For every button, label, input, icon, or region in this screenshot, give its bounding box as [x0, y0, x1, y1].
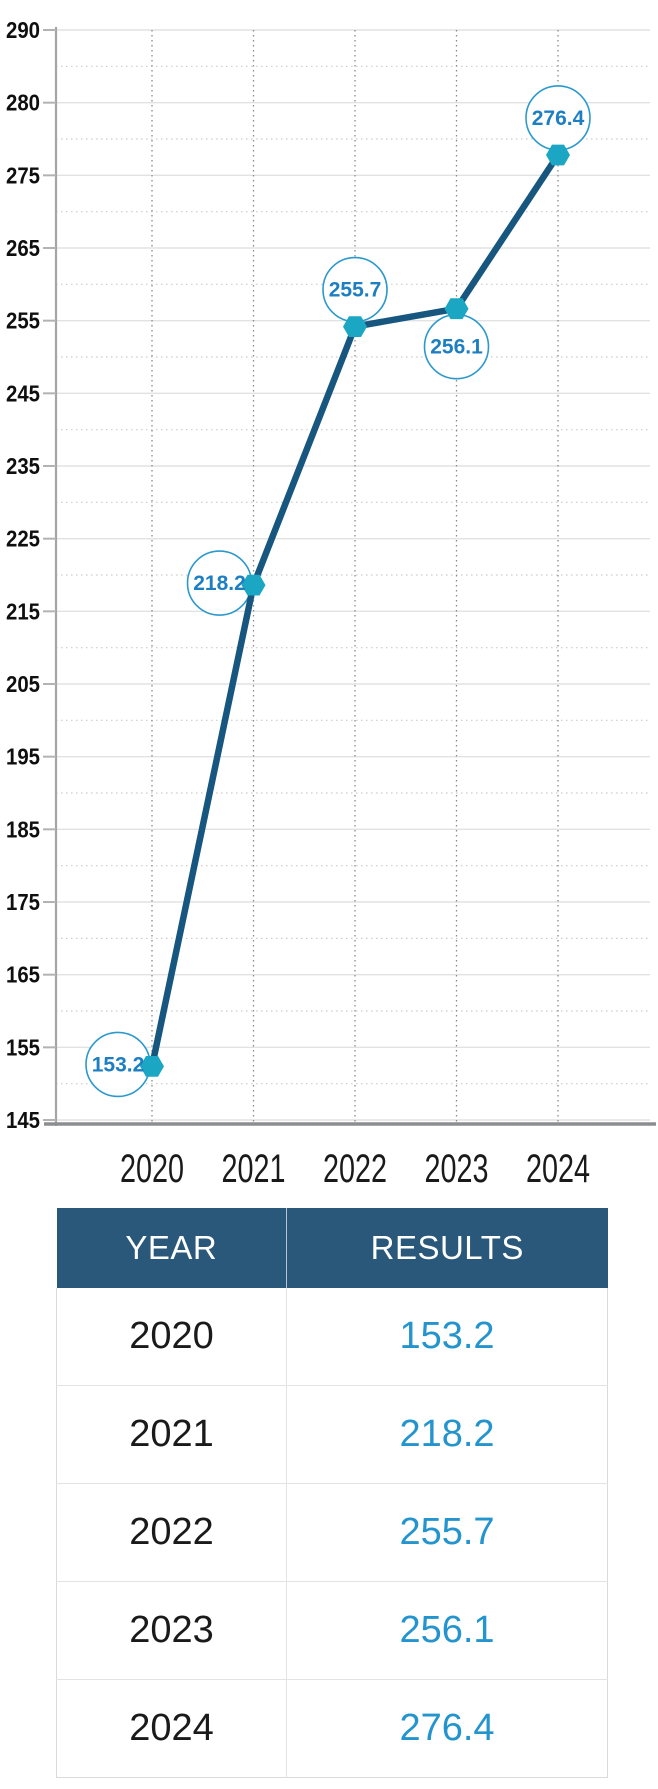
- result-cell: 218.2: [286, 1385, 608, 1484]
- table-row: 2023 256.1: [56, 1581, 608, 1680]
- year-column-header: YEAR: [56, 1208, 287, 1288]
- x-tick-label-2020: 2020: [120, 1147, 184, 1191]
- x-tick-label-2021: 2021: [222, 1147, 286, 1191]
- line-chart-svg: 290 280 275 265 255 245 235 225 215 205 195 185 175 1…: [6, 17, 656, 1191]
- y-tick-label: 275: [6, 162, 40, 188]
- y-tick-label: 195: [6, 744, 40, 770]
- data-point-2020: [140, 1056, 164, 1077]
- year-cell: 2021: [56, 1385, 287, 1484]
- table-row: 2020 153.2: [56, 1288, 608, 1386]
- point-value-label-2024: 276.4: [532, 107, 585, 130]
- results-table: YEAR RESULTS 2020 153.2 2021 218.2 2022 255.7…: [56, 1208, 608, 1778]
- data-point-2023: [444, 298, 469, 320]
- x-tick-label-2024: 2024: [526, 1147, 590, 1191]
- y-tick-label: 255: [6, 308, 40, 334]
- y-tick-label: 245: [6, 380, 40, 406]
- results-table-header-row: YEAR RESULTS: [56, 1208, 608, 1288]
- y-tick-label: 145: [6, 1107, 40, 1133]
- year-cell: 2024: [56, 1679, 287, 1778]
- point-value-label-2022: 255.7: [329, 279, 382, 302]
- year-cell: 2020: [56, 1288, 287, 1386]
- result-cell: 276.4: [286, 1679, 608, 1778]
- y-tick-label: 165: [6, 962, 40, 988]
- point-value-label-2020: 153.2: [92, 1053, 145, 1076]
- result-cell: 256.1: [286, 1581, 608, 1680]
- data-point-2024: [546, 144, 570, 166]
- y-tick-label: 215: [6, 598, 40, 624]
- result-cell: 255.7: [286, 1483, 608, 1582]
- results-table-body: 2020 153.2 2021 218.2 2022 255.7 2023 256.1 2024…: [56, 1288, 608, 1778]
- table-row: 2024 276.4: [56, 1679, 608, 1778]
- x-tick-label-2022: 2022: [323, 1147, 387, 1191]
- y-tick-label: 290: [6, 17, 40, 43]
- y-tick-label: 175: [6, 889, 40, 915]
- result-cell: 153.2: [286, 1288, 608, 1386]
- data-point-2021: [241, 574, 266, 596]
- year-cell: 2022: [56, 1483, 287, 1582]
- results-column-header: RESULTS: [286, 1208, 608, 1288]
- data-point-2022: [343, 316, 367, 337]
- y-tick-label: 265: [6, 235, 40, 261]
- x-tick-label-2023: 2023: [425, 1147, 489, 1191]
- y-tick-label: 280: [6, 90, 40, 116]
- year-cell: 2023: [56, 1581, 287, 1680]
- y-tick-label: 185: [6, 816, 40, 842]
- y-tick-label: 205: [6, 671, 40, 697]
- table-row: 2021 218.2: [56, 1385, 608, 1484]
- point-value-label-2021: 218.2: [193, 572, 246, 595]
- y-tick-label: 155: [6, 1034, 40, 1060]
- table-row: 2022 255.7: [56, 1483, 608, 1582]
- y-tick-label: 235: [6, 453, 40, 479]
- point-value-label-2023: 256.1: [430, 336, 483, 359]
- y-tick-label: 225: [6, 526, 40, 552]
- line-chart: 290 280 275 265 255 245 235 225 215 205 195 185 175 1…: [6, 17, 656, 1191]
